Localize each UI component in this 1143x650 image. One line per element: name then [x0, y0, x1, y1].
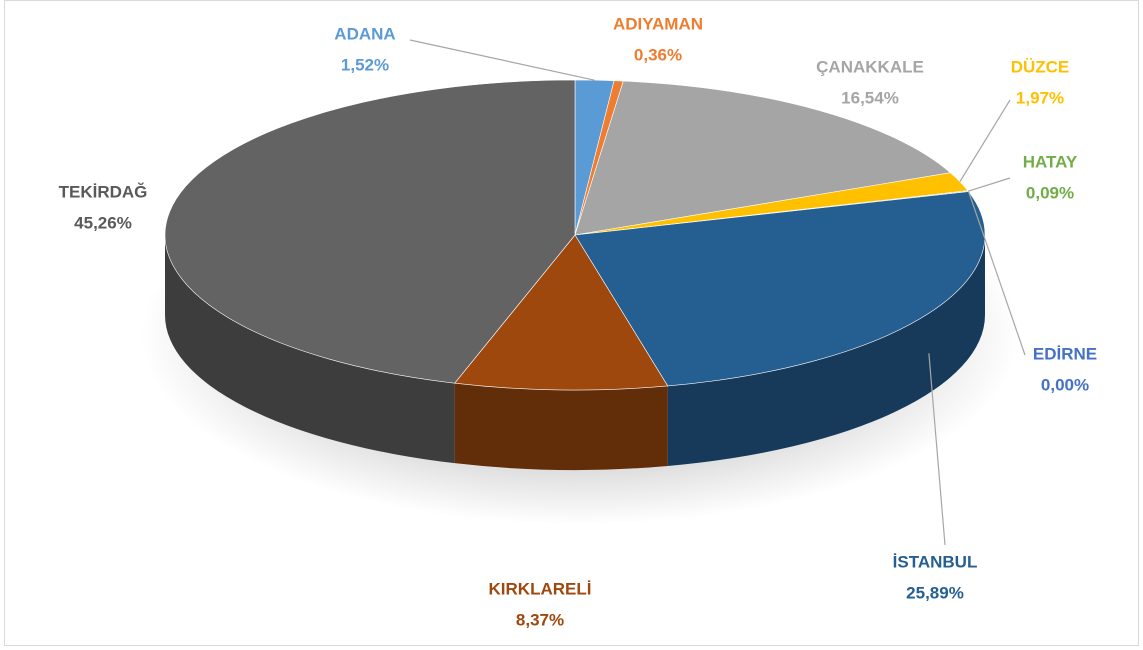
- label-value: 0,09%: [1026, 183, 1074, 202]
- slice: [574, 80, 952, 236]
- label-name: TEKİRDAĞ: [59, 182, 148, 201]
- leader-line: [928, 353, 946, 546]
- label-name: EDİRNE: [1033, 344, 1097, 363]
- label-name: ADIYAMAN: [613, 14, 703, 33]
- label-name: ADANA: [334, 24, 395, 43]
- label-value: 1,97%: [1016, 88, 1064, 107]
- label-value: 8,37%: [516, 610, 564, 629]
- slice-side: [165, 235, 455, 464]
- label-value: 45,26%: [74, 213, 132, 232]
- label-name: İSTANBUL: [893, 552, 978, 571]
- label-value: 0,36%: [634, 45, 682, 64]
- leader-line: [409, 39, 595, 81]
- label-value: 16,54%: [841, 88, 899, 107]
- label-name: DÜZCE: [1011, 57, 1070, 76]
- slice-side: [454, 383, 668, 470]
- label-name: KIRKLARELİ: [489, 579, 592, 598]
- slice: [454, 234, 669, 391]
- label-name: HATAY: [1023, 152, 1078, 171]
- label-value: 25,89%: [906, 583, 964, 602]
- label-value: 1,52%: [341, 55, 389, 74]
- slice: [164, 79, 576, 384]
- slice: [574, 191, 986, 387]
- leader-line: [968, 191, 1026, 356]
- slice-side: [667, 235, 986, 466]
- leader-line: [968, 177, 1011, 192]
- leader-line: [959, 99, 1011, 182]
- label-value: 0,00%: [1041, 375, 1089, 394]
- label-name: ÇANAKKALE: [816, 57, 924, 76]
